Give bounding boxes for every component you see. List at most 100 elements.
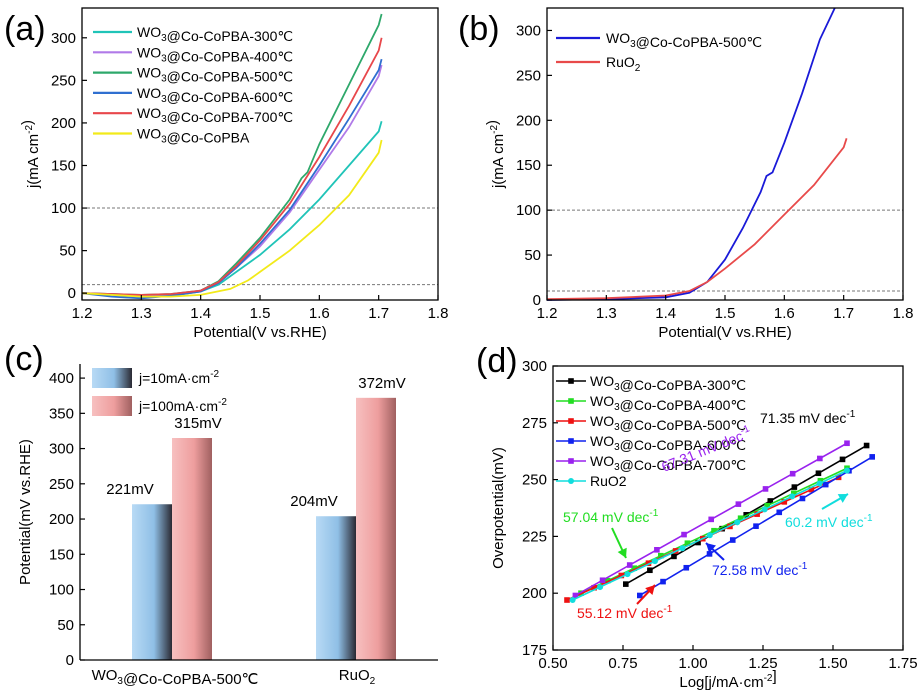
panel-c-bar-label: 204mV [290, 493, 338, 510]
panel-a-label: (a) [4, 10, 46, 48]
panel-d-x-tick-label: 1.50 [818, 655, 847, 672]
panel-a-y-tick-label: 50 [59, 243, 76, 260]
panel-b-y-tick-label: 50 [524, 247, 541, 264]
panel-a-x-tick-label: 1.7 [368, 305, 389, 322]
panel-d-annotation-arrowhead [645, 585, 655, 595]
panel-b-series-line [546, 7, 836, 301]
panel-a-y-tick-label: 100 [51, 200, 76, 217]
panel-b-y-tick-label: 0 [533, 292, 541, 309]
panel-a-x-axis-title: Potential(V vs.RHE) [193, 324, 326, 341]
panel-d-marker [569, 597, 576, 604]
panel-d-plot-frame [552, 365, 904, 651]
panel-c-category-label: RuO2 [339, 667, 376, 687]
panel-a-legend-entry: WO3@Co-CoPBA-600℃ [137, 85, 293, 105]
panel-d-marker [684, 540, 691, 547]
panel-d-legend-entry: WO3@Co-CoPBA-600℃ [590, 433, 746, 453]
panel-c-y-tick-label: 200 [49, 511, 74, 528]
panel-d-x-tick-label: 0.75 [608, 655, 637, 672]
panel-c-bar [172, 438, 212, 660]
panel-a-x-tick-label: 1.8 [428, 305, 449, 322]
panel-a-x-tick-label: 1.2 [72, 305, 93, 322]
panel-d-slope-annotation: 55.12 mV dec-1 [577, 604, 673, 621]
panel-d-marker [695, 539, 701, 546]
panel-d-slope-annotation: 60.2 mV dec-1 [785, 513, 873, 530]
panel-b-series-line [546, 138, 848, 300]
panel-a-series-line [81, 37, 383, 296]
panel-c-legend-swatch [92, 396, 132, 416]
panel-d-marker [631, 565, 637, 572]
panel-d-marker [815, 470, 822, 477]
panel-b-x-tick-label: 1.8 [893, 305, 914, 322]
panel-d-x-axis-title: Log[j/mA·cm-2] [679, 668, 776, 691]
panel-d-marker [869, 454, 875, 460]
panel-d-marker [761, 506, 768, 513]
panel-a-y-tick-label: 250 [51, 72, 76, 89]
panel-d-marker [637, 592, 643, 599]
panel-d-x-tick-label: 0.50 [538, 655, 567, 672]
panel-d-legend-marker [568, 478, 574, 484]
panel-b-x-axis-title: Potential(V vs.RHE) [658, 324, 791, 341]
panel-a-x-tick-label: 1.3 [131, 305, 152, 322]
panel-b-y-tick-label: 150 [516, 157, 541, 174]
panel-c-y-tick-label: 150 [49, 546, 74, 563]
panel-d-annotation-arrowhead [617, 547, 627, 558]
panel-a-x-tick-label: 1.5 [250, 305, 271, 322]
panel-d-annotation-arrowhead [837, 494, 848, 503]
panel-d-marker [597, 584, 604, 591]
panel-d-y-tick-label: 225 [522, 528, 547, 545]
panel-d-y-tick-label: 200 [522, 585, 547, 602]
panel-d-marker [729, 537, 736, 543]
panel-d-legend-entry: WO3@Co-CoPBA-300℃ [590, 373, 746, 393]
panel-d-marker [651, 558, 658, 565]
panel-b-x-tick-label: 1.3 [596, 305, 617, 322]
panel-d-x-tick-label: 1.75 [888, 655, 917, 672]
panel-a-legend-entry: WO3@Co-CoPBA-700℃ [137, 105, 293, 125]
panel-d-marker [776, 509, 783, 516]
panel-d-legend-entry: RuO2 [590, 473, 627, 489]
panel-d-legend-marker [568, 398, 574, 404]
panel-a-y-axis-title: j(mA cm-2) [19, 120, 42, 189]
panel-d-marker [735, 501, 742, 507]
panel-b-x-tick-label: 1.4 [655, 305, 676, 322]
panel-d-marker [753, 523, 759, 529]
panel-d-marker [816, 480, 823, 487]
panel-d-marker [645, 560, 652, 567]
panel-b-x-tick-label: 1.7 [833, 305, 854, 322]
panel-d-marker [822, 481, 829, 488]
panel-d-marker [781, 499, 788, 505]
panel-c-legend-entry: j=100mA·cm-2 [138, 397, 227, 414]
panel-d-marker [737, 515, 744, 522]
panel-d-marker [789, 470, 796, 477]
panel-b-y-tick-label: 300 [516, 22, 541, 39]
panel-d-marker [706, 551, 713, 557]
panel-b-legend-entry: WO3@Co-CoPBA-500℃ [606, 30, 762, 50]
panel-d-marker [734, 519, 741, 526]
panel-d-marker [764, 502, 770, 509]
panel-d-x-tick-label: 1.00 [678, 655, 707, 672]
panel-d-slope-annotation: 71.35 mV dec-1 [760, 409, 856, 426]
panel-d-marker [711, 527, 717, 534]
panel-d-marker [844, 467, 850, 474]
panel-d-slope-annotation: 72.58 mV dec-1 [712, 561, 808, 578]
panel-d-marker [754, 511, 760, 517]
panel-d-y-axis-title: Overpotential(mV) [490, 447, 507, 569]
panel-d-marker [817, 455, 823, 462]
panel-c-legend-swatch [92, 368, 132, 388]
panel-d-marker [791, 484, 798, 490]
panel-b-x-tick-label: 1.6 [774, 305, 795, 322]
panel-b-legend-entry: RuO2 [606, 54, 641, 74]
panel-b-y-axis-title: j(mA cm-2) [484, 120, 507, 189]
panel-c-y-axis-title: Potential(mV vs.RHE) [17, 439, 34, 585]
panel-d-marker [767, 498, 774, 504]
panel-a-y-tick-label: 300 [51, 30, 76, 47]
panel-d-marker [839, 456, 846, 463]
panel-b-y-tick-label: 250 [516, 67, 541, 84]
panel-b: 1.2 1.3 1.4 1.5 1.6 1.7 1.8 0 50 100 150 200 250 300 P… [458, 7, 914, 341]
panel-d-marker [647, 567, 653, 574]
panel-d-slope-annotation: 57.04 mV dec-1 [563, 508, 659, 525]
panel-a-y-tick-label: 0 [68, 285, 76, 302]
panel-d-marker [599, 577, 606, 584]
panel-d-marker [708, 516, 714, 523]
panel-c-bar-label: 221mV [106, 481, 154, 498]
